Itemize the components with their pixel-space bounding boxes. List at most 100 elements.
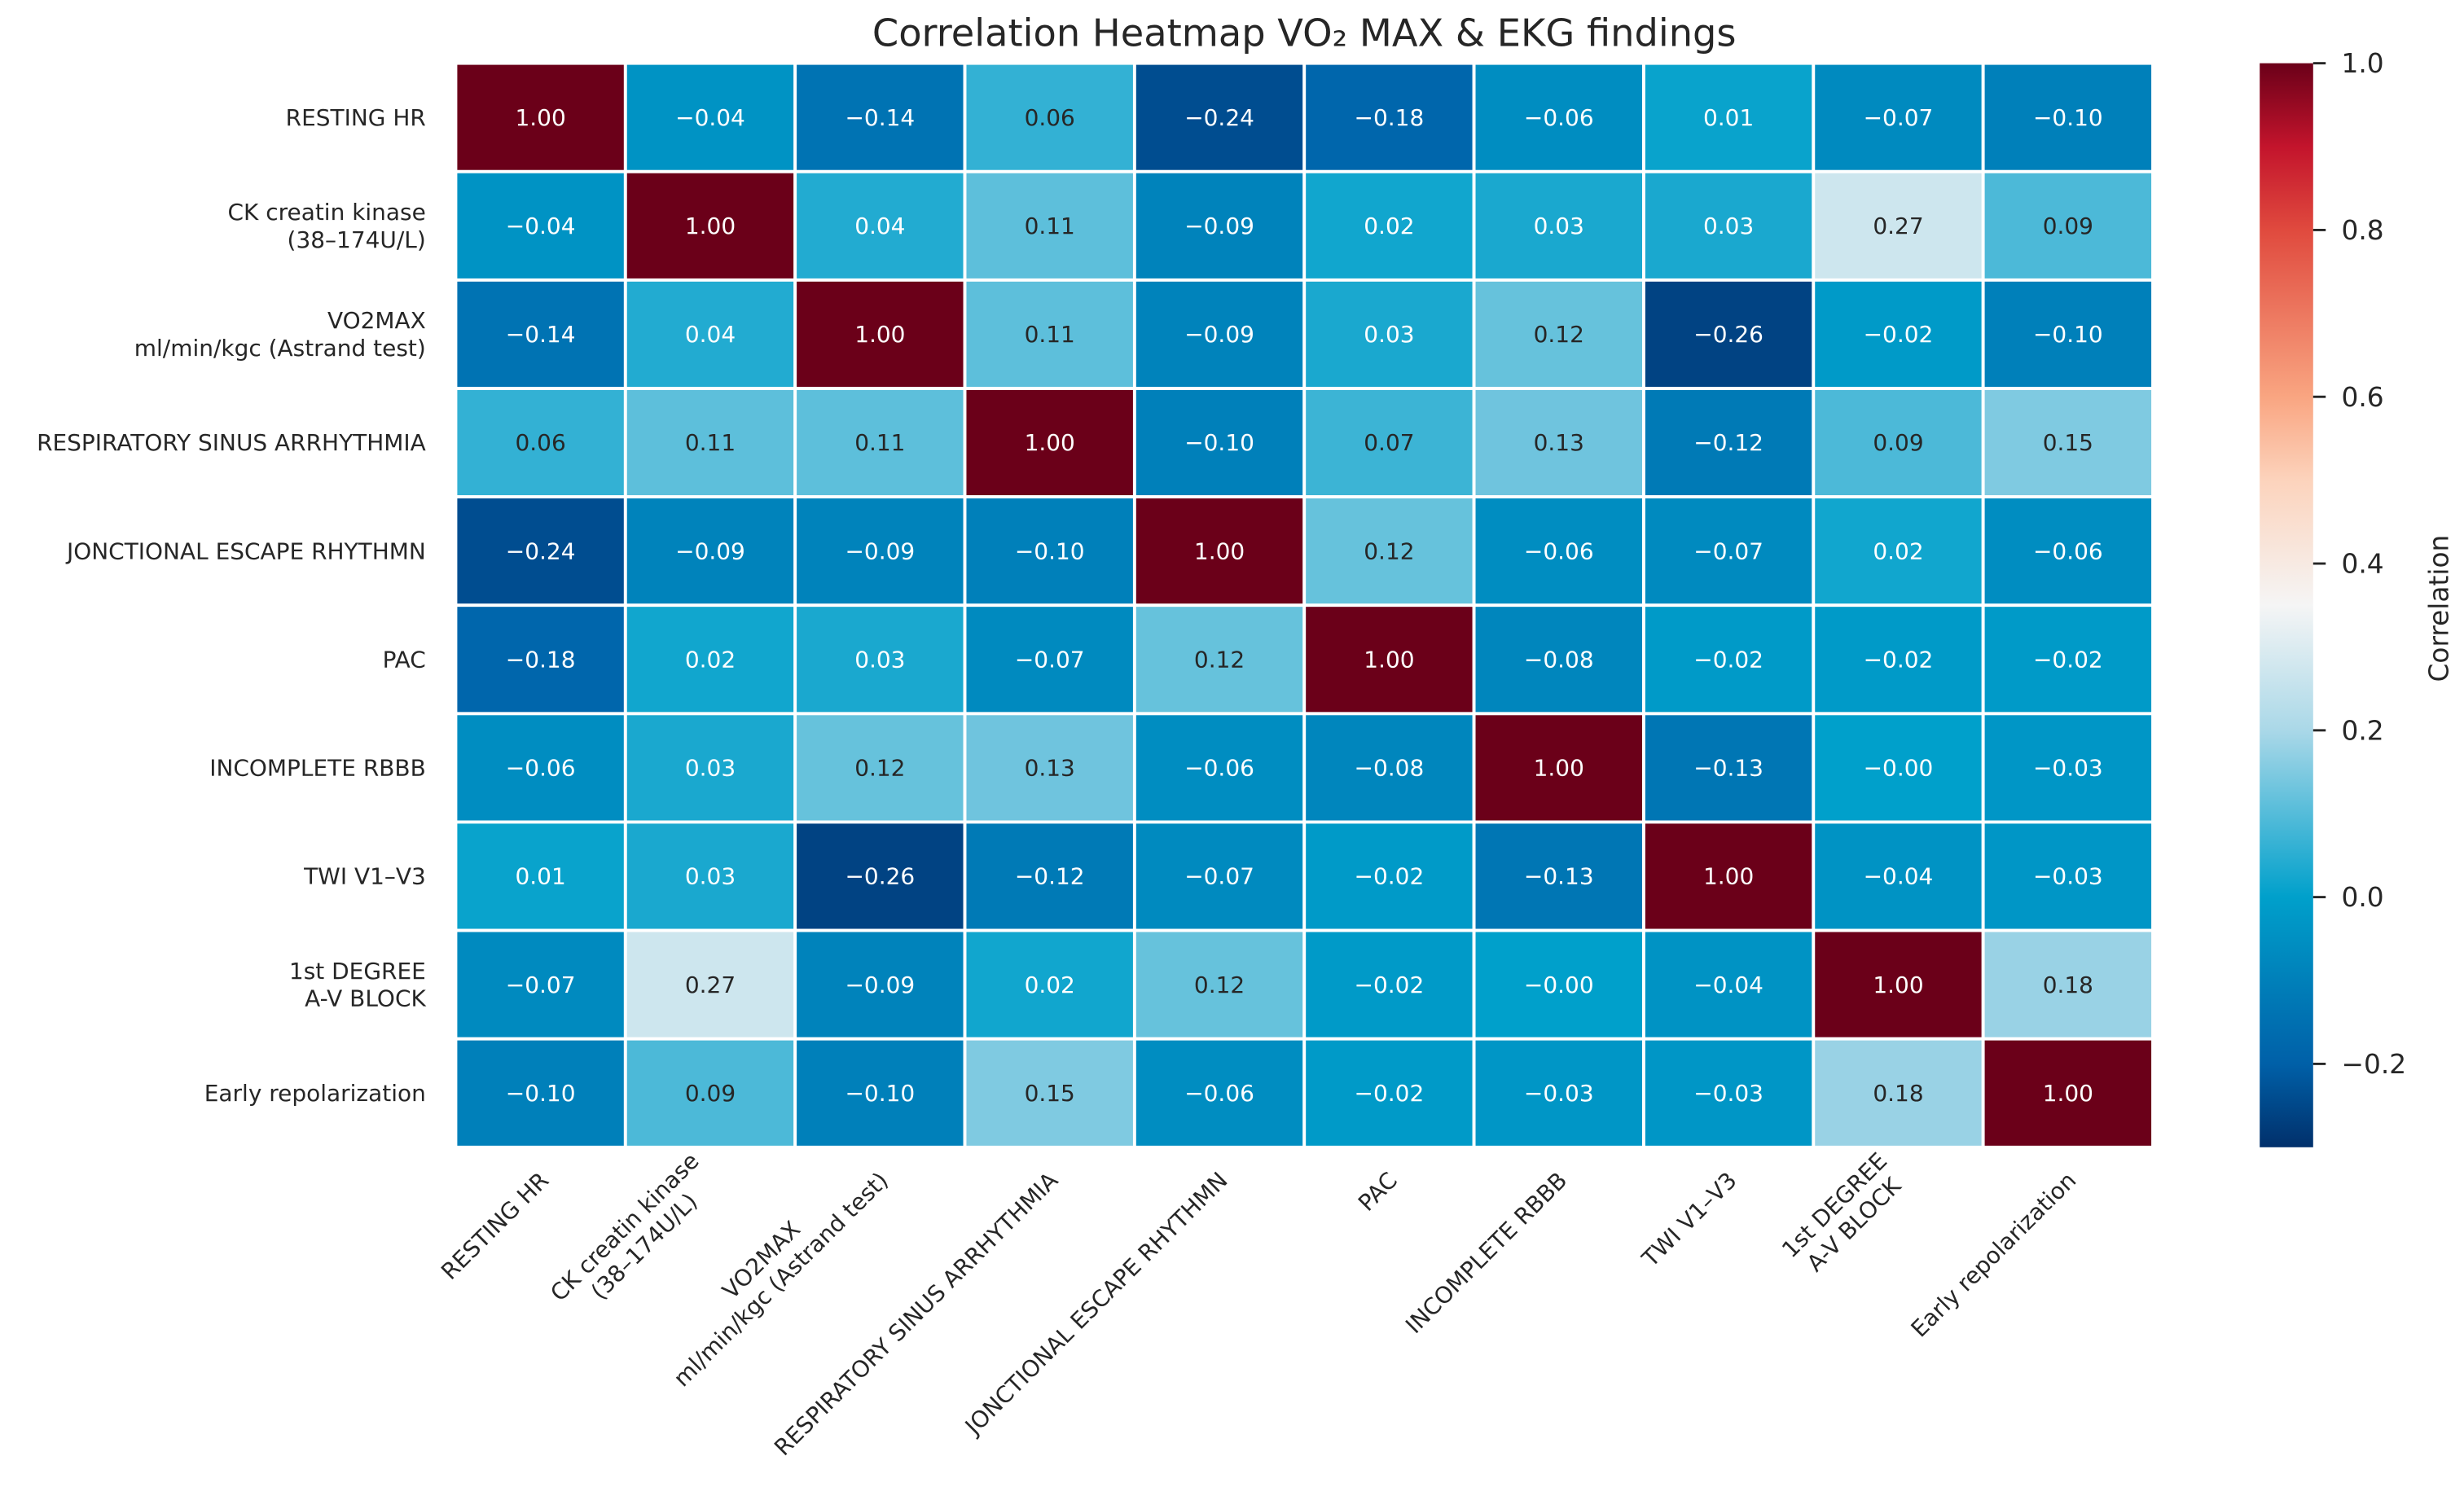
heatmap-cell <box>1642 278 1816 390</box>
heatmap-cell <box>1302 603 1476 716</box>
row-label: JONCTIONAL ESCAPE RHYTHMN <box>65 537 426 564</box>
cell-value-label: 0.27 <box>685 972 736 998</box>
cell-value-label: 0.02 <box>1873 537 1923 564</box>
cell-value-label: −0.02 <box>1864 646 1934 673</box>
heatmap-cell <box>623 495 797 608</box>
heatmap-cell <box>1302 61 1476 173</box>
cell-value-label: 1.00 <box>854 321 905 348</box>
cell-value-label: −0.18 <box>1355 104 1425 131</box>
colorbar-tick-label: 0.6 <box>2342 382 2384 413</box>
cell-value-label: 0.12 <box>1364 537 1414 564</box>
cell-value-label: −0.06 <box>1184 1080 1254 1107</box>
heatmap-cell <box>1132 603 1307 716</box>
heatmap-cell <box>1472 495 1645 608</box>
row-label: ml/min/kgc (Astrand test) <box>134 335 426 362</box>
heatmap-cell <box>454 387 627 499</box>
cell-value-label: −0.06 <box>1184 755 1254 782</box>
cell-value-label: 0.12 <box>1534 321 1584 348</box>
cell-value-label: 0.09 <box>685 1080 736 1107</box>
cell-value-label: −0.06 <box>1524 537 1594 564</box>
cell-value-label: −0.09 <box>845 537 915 564</box>
cell-value-label: −0.09 <box>1184 213 1254 239</box>
cell-value-label: 0.09 <box>2043 213 2093 239</box>
heatmap-cell <box>1302 495 1476 608</box>
chart-title: Correlation Heatmap VO₂ MAX & EKG findin… <box>872 11 1737 55</box>
cell-value-label: 0.11 <box>1025 213 1075 239</box>
cell-value-label: −0.10 <box>506 1080 576 1107</box>
cell-value-label: 0.06 <box>516 429 566 456</box>
cell-value-label: 0.09 <box>1873 429 1923 456</box>
heatmap-cell <box>1472 820 1645 932</box>
colorbar-tick-label: 0.8 <box>2342 215 2384 246</box>
cell-value-label: −0.10 <box>2033 104 2103 131</box>
cell-value-label: −0.04 <box>506 213 576 239</box>
cell-value-label: −0.00 <box>1864 755 1934 782</box>
row-label: TWI V1–V3 <box>303 863 426 890</box>
cell-value-label: 0.04 <box>854 213 905 239</box>
cell-value-label: 0.03 <box>1703 213 1754 239</box>
cell-value-label: −0.03 <box>2033 755 2103 782</box>
heatmap-cell <box>1981 278 2154 390</box>
heatmap-cell <box>1132 495 1307 608</box>
cell-value-label: 0.02 <box>1025 972 1075 998</box>
cell-value-label: −0.02 <box>1693 646 1763 673</box>
heatmap-cell <box>623 169 797 282</box>
cell-value-label: −0.14 <box>506 321 576 348</box>
cell-value-label: 0.03 <box>685 755 736 782</box>
heatmap-cell <box>1642 169 1816 282</box>
cell-value-label: −0.10 <box>1015 537 1085 564</box>
cell-value-label: 0.03 <box>854 646 905 673</box>
heatmap-cell <box>963 169 1136 282</box>
column-label: TWI V1–V3 <box>1636 1167 1742 1273</box>
heatmap-cell <box>1812 928 1985 1041</box>
heatmap-cell <box>1472 169 1645 282</box>
column-label-line: PAC <box>1353 1167 1403 1217</box>
cell-value-label: −0.07 <box>1864 104 1934 131</box>
cell-value-label: −0.02 <box>2033 646 2103 673</box>
heatmap-cell <box>963 928 1136 1041</box>
heatmap-cell <box>1981 169 2154 282</box>
column-label: INCOMPLETE RBBB <box>1400 1167 1572 1339</box>
cell-value-label: 0.03 <box>685 863 736 890</box>
cell-value-label: −0.08 <box>1524 646 1594 673</box>
cell-value-label: 1.00 <box>1873 972 1923 998</box>
cell-value-label: −0.02 <box>1355 972 1425 998</box>
cell-value-label: 0.15 <box>2043 429 2093 456</box>
heatmap-cell <box>454 603 627 716</box>
heatmap-cell <box>1472 1037 1645 1149</box>
cell-value-label: 0.11 <box>685 429 736 456</box>
column-label-line: TWI V1–V3 <box>1636 1167 1742 1273</box>
cell-value-label: −0.24 <box>506 537 576 564</box>
cell-value-label: 0.12 <box>1194 646 1245 673</box>
heatmap-cell <box>1642 928 1816 1041</box>
cell-value-label: 1.00 <box>1025 429 1075 456</box>
cell-value-label: −0.06 <box>2033 537 2103 564</box>
cell-value-label: −0.04 <box>1693 972 1763 998</box>
cell-value-label: −0.02 <box>1355 1080 1425 1107</box>
row-label: A-V BLOCK <box>305 985 426 1012</box>
cell-value-label: −0.12 <box>1693 429 1763 456</box>
heatmap-cell <box>1981 495 2154 608</box>
cell-value-label: −0.10 <box>845 1080 915 1107</box>
cell-value-label: 0.04 <box>685 321 736 348</box>
cell-value-label: −0.08 <box>1355 755 1425 782</box>
heatmap-cell <box>1642 712 1816 824</box>
row-label: RESTING HR <box>286 104 426 131</box>
cell-value-label: −0.07 <box>506 972 576 998</box>
cell-value-label: −0.09 <box>845 972 915 998</box>
heatmap-cell <box>1812 1037 1985 1149</box>
row-label: 1st DEGREE <box>289 958 426 985</box>
row-label: Early repolarization <box>204 1080 426 1107</box>
cell-value-label: −0.07 <box>1015 646 1085 673</box>
heatmap-cell <box>793 820 967 932</box>
cell-value-label: −0.13 <box>1524 863 1594 890</box>
column-label-line: INCOMPLETE RBBB <box>1400 1167 1572 1339</box>
cell-value-label: −0.03 <box>1524 1080 1594 1107</box>
heatmap-cell <box>454 61 627 173</box>
heatmap-cell <box>963 1037 1136 1149</box>
cell-value-label: 1.00 <box>1703 863 1754 890</box>
cell-value-label: 1.00 <box>2043 1080 2093 1107</box>
heatmap-cell <box>454 928 627 1041</box>
